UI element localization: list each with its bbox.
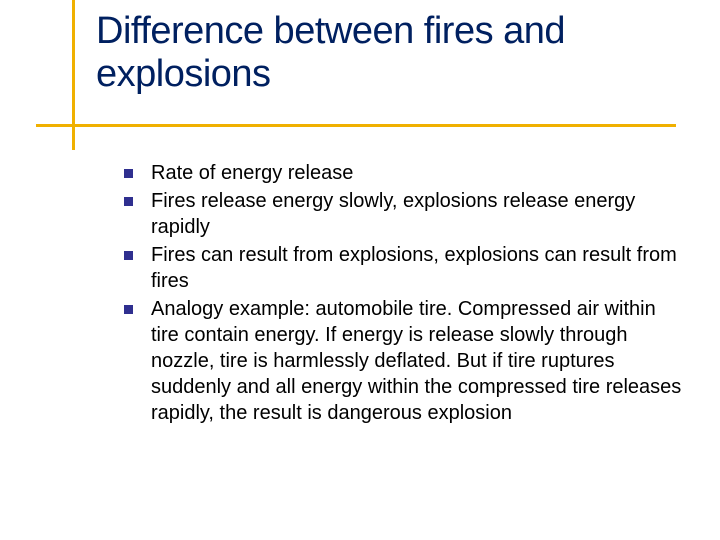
bullet-text: Rate of energy release (151, 160, 353, 186)
title-container: Difference between fires and explosions (0, 0, 720, 95)
list-item: Fires can result from explosions, explos… (124, 242, 684, 294)
slide-title: Difference between fires and explosions (96, 10, 720, 95)
list-item: Fires release energy slowly, explosions … (124, 188, 684, 240)
accent-horizontal (36, 124, 676, 127)
list-item: Rate of energy release (124, 160, 684, 186)
bullet-text: Fires release energy slowly, explosions … (151, 188, 684, 240)
content-area: Rate of energy release Fires release ene… (124, 160, 684, 428)
slide: Difference between fires and explosions … (0, 0, 720, 540)
square-bullet-icon (124, 251, 133, 260)
bullet-text: Analogy example: automobile tire. Compre… (151, 296, 684, 426)
square-bullet-icon (124, 197, 133, 206)
list-item: Analogy example: automobile tire. Compre… (124, 296, 684, 426)
square-bullet-icon (124, 305, 133, 314)
bullet-text: Fires can result from explosions, explos… (151, 242, 684, 294)
square-bullet-icon (124, 169, 133, 178)
